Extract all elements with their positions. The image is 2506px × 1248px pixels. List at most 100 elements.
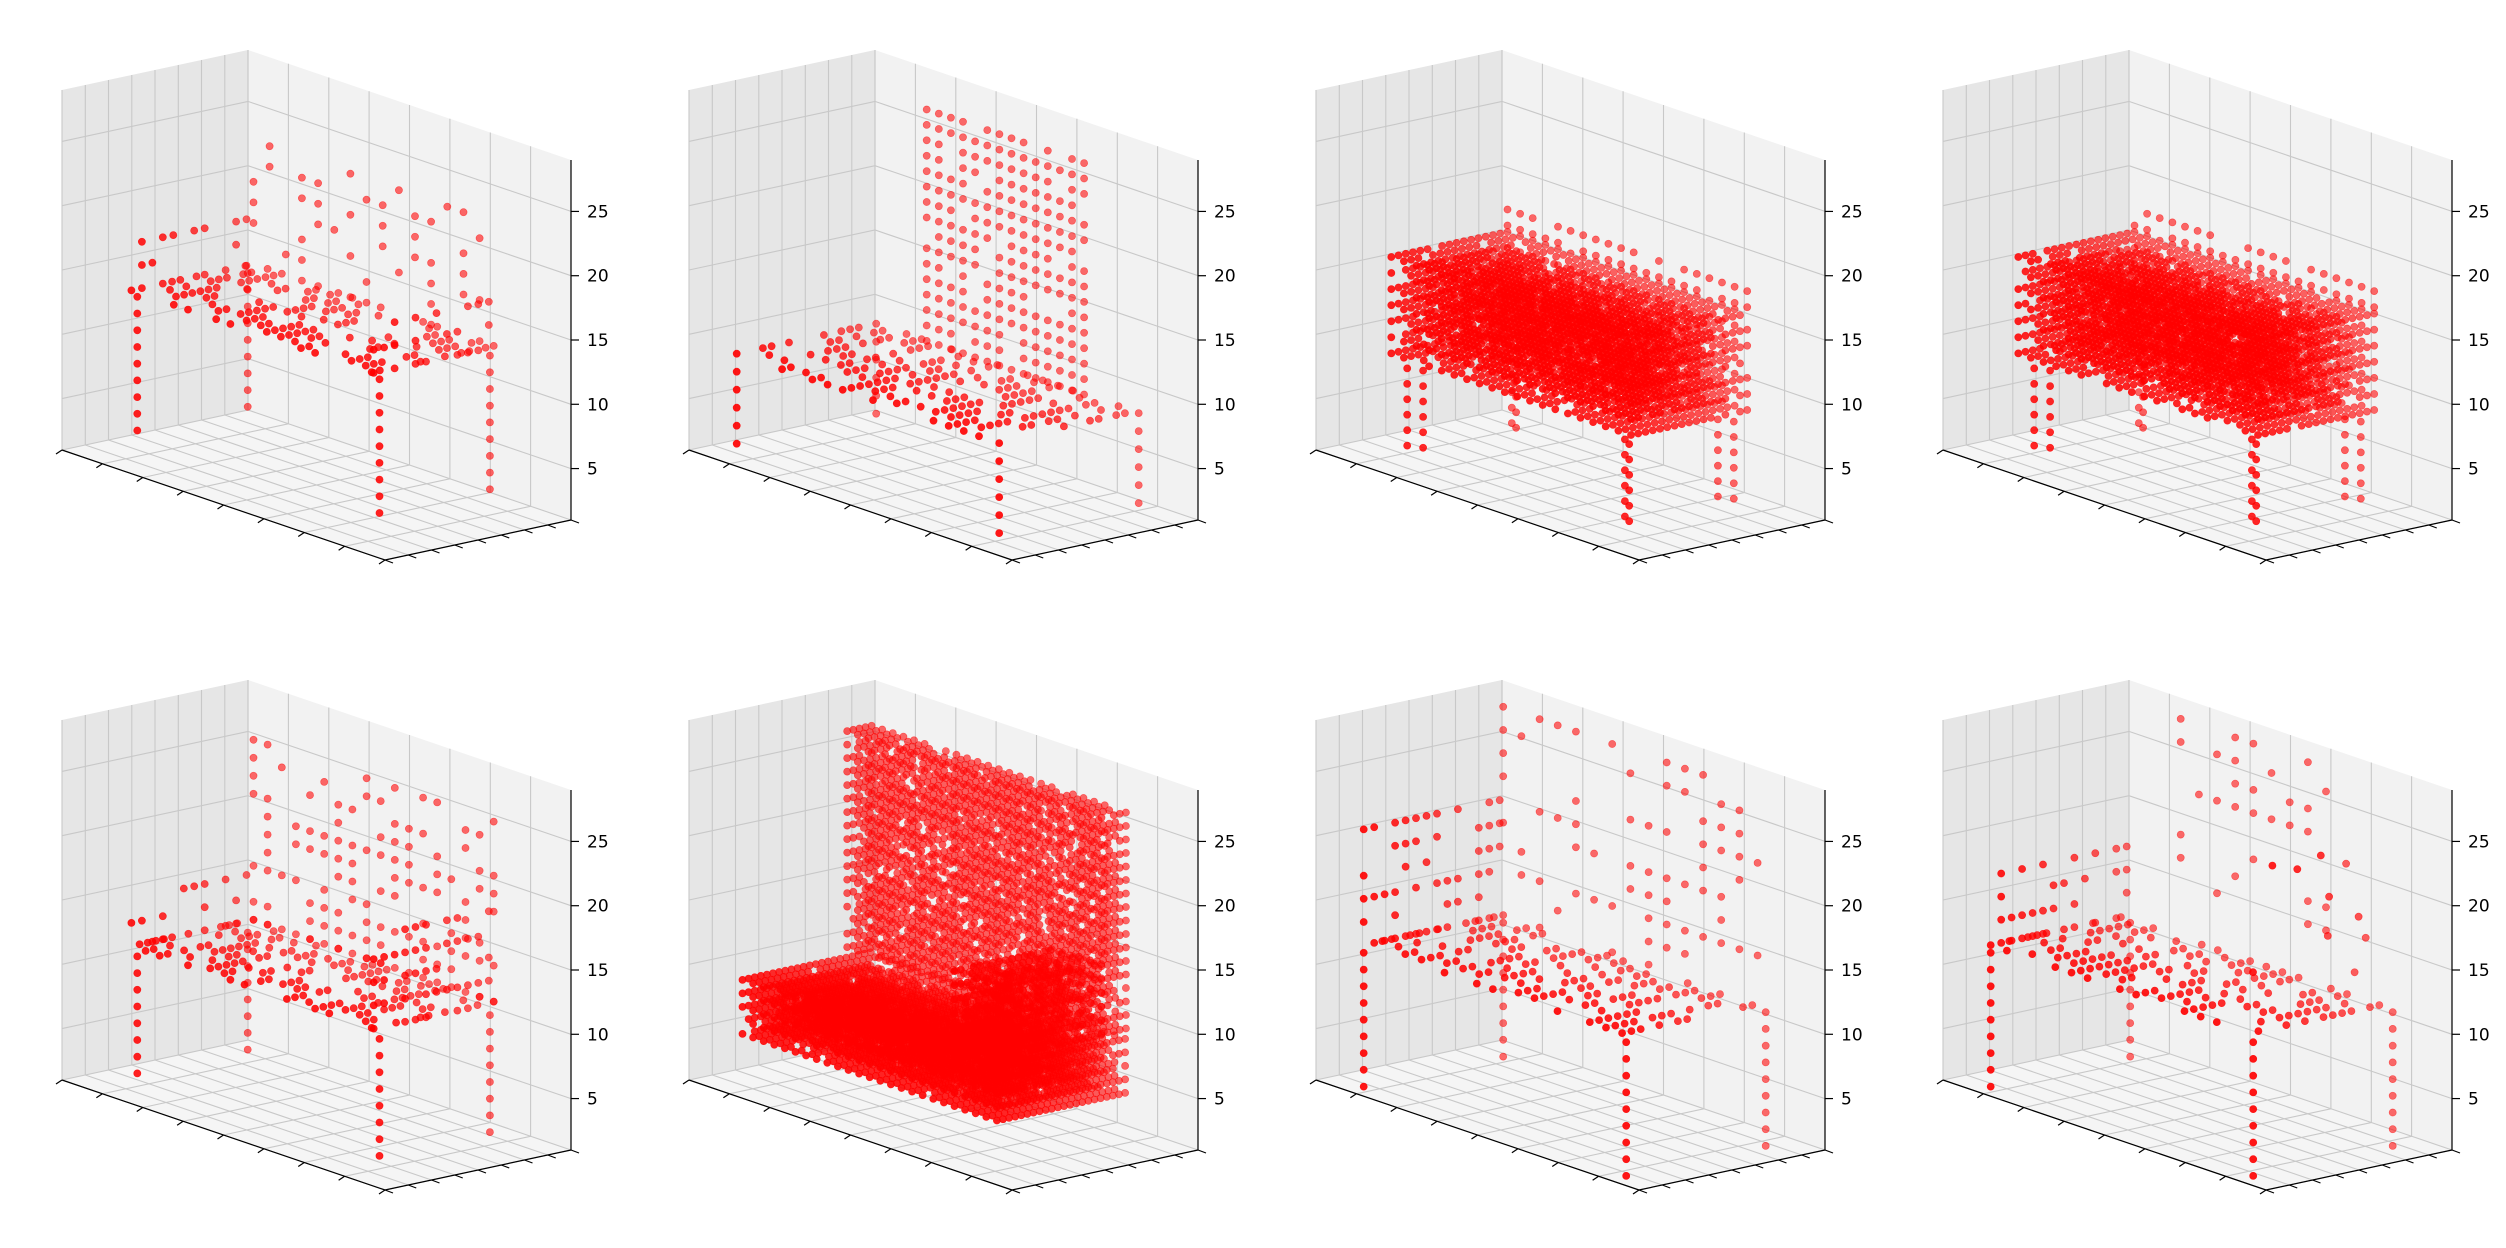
scatter-point [341,350,350,359]
scatter-point [1503,205,1512,214]
scatter-point [1714,477,1722,485]
scatter-point [2227,305,2236,314]
scatter-point [2083,252,2091,261]
scatter-point [2206,231,2215,240]
scatter-point [2054,354,2062,363]
scatter-point [2244,244,2252,252]
scatter-point [1445,268,1453,277]
scatter-point [2341,412,2350,421]
scatter-point [1425,314,1433,322]
scatter-point [1056,320,1064,329]
scatter-point [2179,252,2187,261]
scatter-point [1516,232,1524,241]
scatter-point [2123,229,2132,238]
scatter-point [1438,242,1446,250]
scatter-point [1578,374,1587,383]
scatter-point [1502,332,1511,341]
scatter-point [1643,388,1652,397]
scatter-point [1504,276,1513,285]
scatter-point [2285,401,2293,410]
scatter-point [1538,304,1547,313]
scatter-point [1564,285,1573,293]
scatter-point [1721,410,1730,419]
scatter-point [1596,384,1605,393]
scatter-point [1495,301,1504,310]
scatter-point [467,338,476,347]
scatter-point [1500,372,1509,380]
scatter-point [1427,258,1435,267]
scatter-point [2317,299,2326,308]
scatter-point [1007,211,1016,220]
scatter-point [2225,360,2234,369]
scatter-point [1730,337,1739,346]
scatter-point [971,245,979,254]
scatter-point [2328,311,2337,320]
scatter-point [1403,441,1412,450]
scatter-point [1007,149,1016,158]
scatter-point [2116,231,2124,239]
scatter-point [841,343,850,351]
scatter-point [137,237,146,246]
scatter-point [1699,383,1708,392]
scatter-point [1068,293,1076,302]
scatter-point [1743,325,1752,334]
scatter-point [2290,391,2299,399]
scatter-point [934,263,943,272]
scatter-point [2155,264,2164,273]
scatter-point [1601,358,1610,367]
scatter-point [1544,282,1553,291]
scatter-point [1486,266,1495,275]
scatter-point [1425,298,1433,306]
scatter-point [983,203,992,212]
scatter-point [1636,422,1645,430]
scatter-point [241,261,250,270]
scatter-point [1613,281,1622,290]
scatter-point [2231,255,2240,264]
scatter-point [1615,274,1623,282]
scatter-point [1660,313,1668,322]
scatter-point [390,318,399,326]
scatter-point [1546,319,1554,327]
scatter-point [1068,185,1076,194]
scatter-point [1694,377,1703,386]
scatter-point [200,270,209,279]
scatter-point [1553,317,1562,326]
scatter-point [1080,313,1088,322]
scatter-point [2137,254,2146,263]
scatter-point [1414,350,1423,359]
scatter-point [2072,332,2080,341]
scatter-point [1477,291,1486,300]
scatter-point [2321,393,2330,402]
scatter-point [995,361,1004,370]
scatter-point [368,336,376,345]
scatter-point [2135,233,2144,242]
scatter-point [1068,324,1076,333]
scatter-point [2119,272,2127,281]
scatter-point [871,353,880,362]
scatter-point [1658,369,1666,377]
scatter-point [1593,306,1601,315]
scatter-point [2218,251,2227,260]
scatter-point [1566,249,1575,258]
scatter-point [1463,278,1471,287]
scatter-point [1609,404,1617,413]
scatter-point [2290,358,2299,367]
scatter-point [1701,391,1710,400]
scatter-point [133,409,142,418]
scatter-point [2124,358,2133,367]
scatter-point [1546,351,1554,360]
scatter-point [1603,366,1612,375]
scatter-point [2299,382,2308,390]
scatter-point [1068,247,1076,256]
z-tick-label: 20 [587,267,609,287]
scatter-point [2244,260,2252,269]
scatter-point [949,370,958,379]
scatter-point [270,326,279,335]
scatter-point [1541,234,1550,243]
scatter-point [1513,267,1522,276]
scatter-point [2122,285,2131,294]
scatter-point [1495,285,1504,294]
scatter-point [1068,355,1076,364]
y-tick [384,559,394,564]
